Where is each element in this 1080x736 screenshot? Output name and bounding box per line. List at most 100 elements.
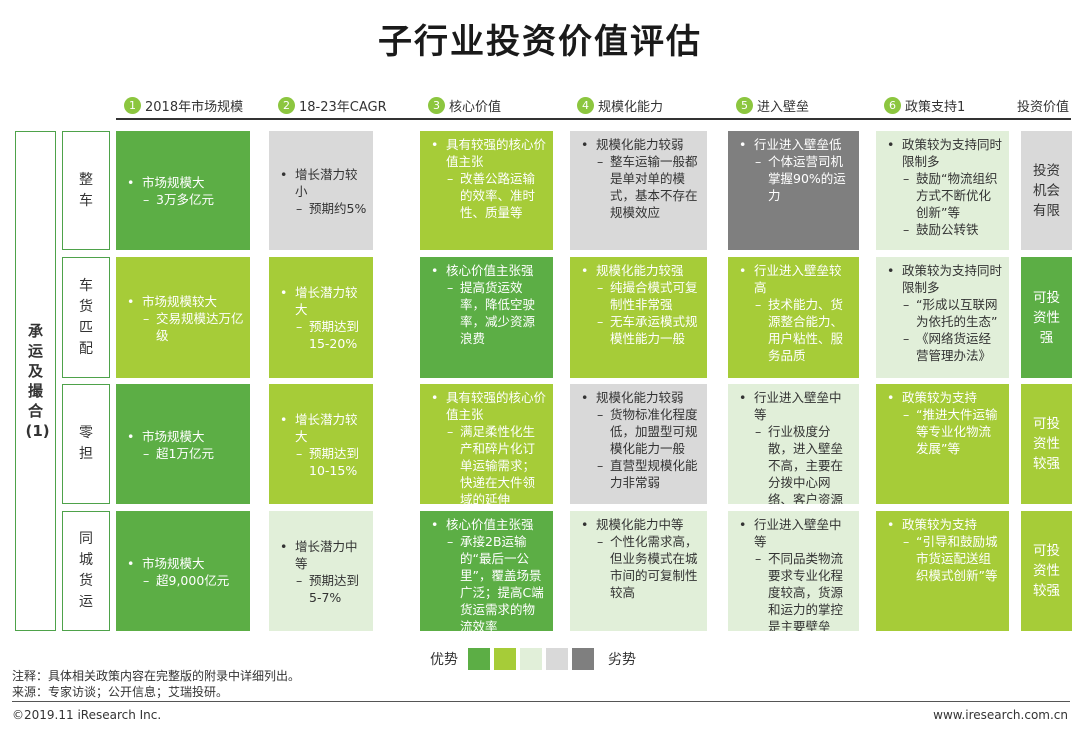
cell-main-point: 增长潜力较小 [275,166,367,200]
cell-main-point: 行业进入壁垒中等 [734,516,853,550]
cell-sub-point: 提高货运效率，降低空驶率，减少资源浪费 [426,279,547,347]
cell-main-point: 政策较为支持同时限制多 [882,136,1003,170]
investment-value-cell: 可投资性较强 [1021,384,1072,504]
column-header-label: 进入壁垒 [757,99,810,115]
row-label-box: 整车 [62,131,110,250]
column-number-badge: 5 [736,96,753,114]
cell-sub-point: 《网络货运经营管理办法》 [882,330,1003,364]
footer-divider [12,701,1070,702]
investment-value-text: 可投资性较强 [1033,416,1060,472]
legend-swatch-5 [572,648,594,670]
cell-sub-point: 承接2B运输的“最后一公里”，覆盖场景广泛；提高C端货运需求的物流效率 [426,533,547,631]
cell-main-point: 政策较为支持同时限制多 [882,262,1003,296]
assessment-cell: 行业进入壁垒较高技术能力、货源整合能力、用户粘性、服务品质 [728,257,859,378]
investment-value-cell: 投资机会有限 [1021,131,1072,250]
legend-best-label: 优势 [430,652,458,668]
cell-main-point: 行业进入壁垒低 [734,136,853,153]
investment-value-text: 投资机会有限 [1033,162,1060,219]
cell-main-point: 增长潜力中等 [275,538,367,572]
cell-sub-point: 超9,000亿元 [122,572,244,589]
assessment-cell: 市场规模较大交易规模达万亿级 [116,257,250,378]
cell-sub-point: 预期达到10-15% [275,445,367,479]
cell-sub-point: 超1万亿元 [122,445,244,462]
cell-sub-point: 预期约5% [275,200,367,217]
cell-main-point: 行业进入壁垒较高 [734,262,853,296]
cell-sub-point: 预期达到15-20% [275,318,367,352]
assessment-cell: 增长潜力中等预期达到5-7% [269,511,373,631]
assessment-cell: 具有较强的核心价值主张改善公路运输的效率、准时性、质量等 [420,131,553,250]
assessment-cell: 规模化能力中等个性化需求高，但业务模式在城市间的可复制性较高 [570,511,707,631]
column-number-badge: 6 [884,96,901,114]
row-label: 车货匹配 [79,277,93,357]
cell-main-point: 市场规模大 [122,428,244,445]
column-number-badge: 3 [428,96,445,114]
investment-value-text: 可投资性较强 [1033,543,1060,599]
note-text: 注释：具体相关政策内容在完整版的附录中详细列出。 [12,669,301,683]
assessment-cell: 行业进入壁垒中等行业极度分散，进入壁垒不高，主要在分拨中心网络、客户资源获取等存… [728,384,859,504]
row-label: 整车 [79,171,93,209]
column-header-label: 核心价值 [449,99,502,115]
cell-main-point: 市场规模大 [122,555,244,572]
cell-sub-point: 满足柔性化生产和碎片化订单运输需求；快递在大件领域的延伸 [426,423,547,504]
cell-main-point: 市场规模较大 [122,293,244,310]
row-label: 零担 [79,425,93,462]
column-number-badge: 4 [577,96,594,114]
assessment-cell: 核心价值主张强提高货运效率，降低空驶率，减少资源浪费 [420,257,553,378]
cell-main-point: 具有较强的核心价值主张 [426,136,547,170]
investment-value-cell: 可投资性强 [1021,257,1072,378]
cell-sub-point: 行业极度分散，进入壁垒不高，主要在分拨中心网络、客户资源获取等存在壁垒 [734,423,853,504]
row-label-box: 车货匹配 [62,257,110,378]
cell-main-point: 行业进入壁垒中等 [734,389,853,423]
cell-main-point: 政策较为支持 [882,389,1003,406]
row-label: 同城货运 [79,531,93,610]
assessment-cell: 市场规模大超1万亿元 [116,384,250,504]
cell-main-point: 规模化能力较弱 [576,136,701,153]
row-label-box: 零担 [62,384,110,504]
source-text: 来源：专家访谈；公开信息；艾瑞投研。 [12,685,229,699]
cell-main-point: 核心价值主张强 [426,516,547,533]
cell-main-point: 核心价值主张强 [426,262,547,279]
cell-sub-point: 直营型规模化能力非常弱 [576,457,701,491]
column-header-label: 2018年市场规模 [145,99,244,115]
cell-sub-point: “引导和鼓励城市货运配送组织模式创新”等 [882,533,1003,584]
cell-sub-point: 个体运营司机掌握90%的运力 [734,153,853,204]
cell-sub-point: 无车承运模式规模性能力一般 [576,313,701,347]
column-header-4: 4 规模化能力 [577,95,663,115]
column-header-3: 3 核心价值 [428,95,501,115]
cell-sub-point: 预期达到5-7% [275,572,367,606]
assessment-cell: 增长潜力较大预期达到15-20% [269,257,373,378]
cell-sub-point: 整车运输一般都是单对单的模式，基本不存在规模效应 [576,153,701,221]
cell-main-point: 增长潜力较大 [275,284,367,318]
row-group-label: 承运及撮合(1) [25,322,50,440]
cell-main-point: 政策较为支持 [882,516,1003,533]
column-header-5: 5 进入壁垒 [736,95,809,115]
legend-swatch-4 [546,648,568,670]
cell-sub-point: 技术能力、货源整合能力、用户粘性、服务品质 [734,296,853,364]
assessment-cell: 政策较为支持“引导和鼓励城市货运配送组织模式创新”等 [876,511,1009,631]
cell-sub-point: 3万多亿元 [122,191,244,208]
legend: 优势 劣势 [420,648,646,670]
column-header-label: 政策支持1 [905,99,966,115]
row-label-box: 同城货运 [62,511,110,631]
cell-sub-point: 纯撮合模式可复制性非常强 [576,279,701,313]
cell-sub-point: “推进大件运输等专业化物流发展”等 [882,406,1003,457]
assessment-cell: 政策较为支持“推进大件运输等专业化物流发展”等 [876,384,1009,504]
cell-sub-point: 改善公路运输的效率、准时性、质量等 [426,170,547,221]
column-header-2: 2 18-23年CAGR [278,95,387,115]
row-group-box: 承运及撮合(1) [15,131,56,631]
site-url: www.iresearch.com.cn [933,708,1068,722]
investment-value-cell: 可投资性较强 [1021,511,1072,631]
assessment-cell: 市场规模大超9,000亿元 [116,511,250,631]
cell-sub-point: 鼓励公转铁 [882,221,1003,238]
assessment-cell: 具有较强的核心价值主张满足柔性化生产和碎片化订单运输需求；快递在大件领域的延伸 [420,384,553,504]
assessment-cell: 行业进入壁垒中等不同品类物流要求专业化程度较高，货源和运力的掌控是主要壁垒 [728,511,859,631]
cell-sub-point: 交易规模达万亿级 [122,310,244,344]
assessment-cell: 市场规模大3万多亿元 [116,131,250,250]
assessment-cell: 政策较为支持同时限制多鼓励“物流组织方式不断优化创新”等鼓励公转铁 [876,131,1009,250]
column-header-label: 18-23年CAGR [299,99,387,115]
assessment-cell: 增长潜力较大预期达到10-15% [269,384,373,504]
assessment-cell: 政策较为支持同时限制多“形成以互联网为依托的生态”《网络货运经营管理办法》 [876,257,1009,378]
cell-main-point: 市场规模大 [122,174,244,191]
cell-sub-point: 个性化需求高，但业务模式在城市间的可复制性较高 [576,533,701,601]
legend-swatch-3 [520,648,542,670]
